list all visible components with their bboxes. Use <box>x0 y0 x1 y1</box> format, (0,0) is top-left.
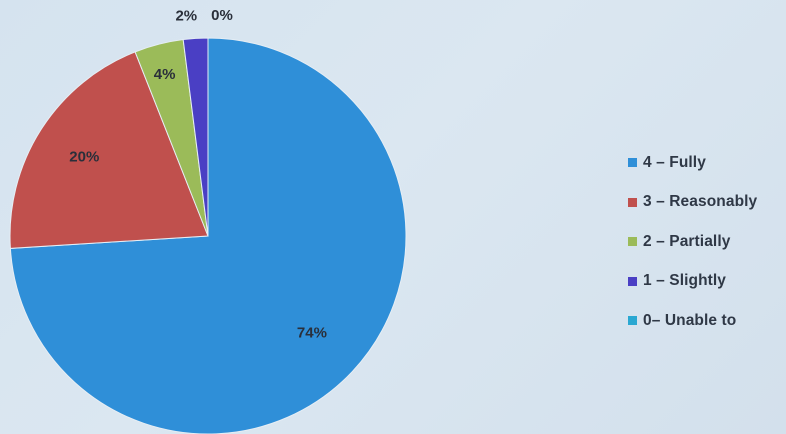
legend-label-fully: 4 – Fully <box>643 153 706 171</box>
data-label-slightly: 2% <box>175 8 197 25</box>
pie-slice-slightly <box>182 37 209 237</box>
legend-swatch-reasonably <box>628 197 637 207</box>
legend-label-unable-to: 0– Unable to <box>643 311 737 329</box>
data-label-reasonably: 20% <box>69 148 99 165</box>
pie-slice-reasonably <box>9 51 209 249</box>
legend-item-slightly: 1 – Slightly <box>628 262 784 302</box>
data-label-unable-to: 0% <box>211 7 233 24</box>
legend-item-partially: 2 – Partially <box>628 222 784 262</box>
data-label-fully: 74% <box>297 325 327 342</box>
legend: 4 – Fully 3 – Reasonably 2 – Partially 1… <box>628 143 784 341</box>
legend-label-slightly: 1 – Slightly <box>643 272 727 290</box>
legend-swatch-slightly <box>628 276 637 286</box>
legend-label-reasonably: 3 – Reasonably <box>643 193 758 211</box>
legend-item-reasonably: 3 – Reasonably <box>628 183 784 223</box>
legend-item-unable-to: 0– Unable to <box>628 301 784 341</box>
pie-data-labels: 74% 20% 4% 2% 0% <box>69 7 327 341</box>
legend-swatch-unable-to <box>628 316 637 326</box>
data-label-partially: 4% <box>154 66 176 83</box>
legend-item-fully: 4 – Fully <box>628 143 784 183</box>
legend-swatch-partially <box>628 237 637 247</box>
legend-swatch-fully <box>628 158 637 168</box>
legend-label-partially: 2 – Partially <box>643 232 731 250</box>
pie-slices <box>9 37 407 434</box>
